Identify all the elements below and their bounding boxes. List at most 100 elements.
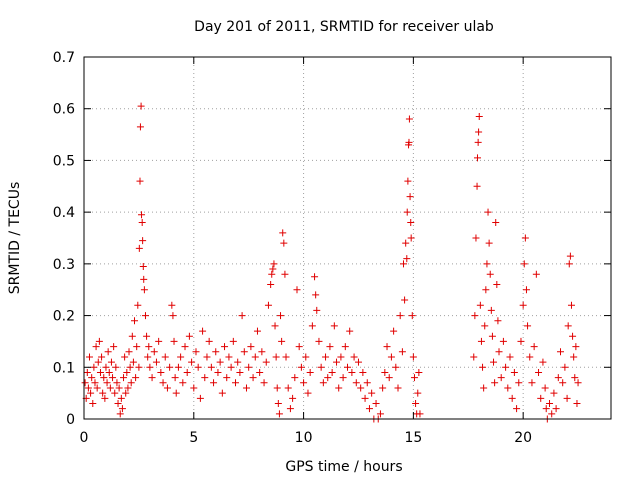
data-point [365, 405, 373, 413]
data-point [308, 322, 316, 330]
data-point [473, 154, 481, 162]
data-point [155, 337, 163, 345]
data-point [161, 353, 169, 361]
data-point [281, 270, 289, 278]
data-point [494, 317, 502, 325]
data-point [111, 389, 119, 397]
data-point [519, 301, 527, 309]
data-point [136, 123, 144, 131]
data-point [282, 353, 290, 361]
x-tick-label: 0 [80, 430, 89, 446]
x-tick-label: 5 [189, 430, 198, 446]
data-point [493, 281, 501, 289]
data-point [508, 394, 516, 402]
data-point [289, 394, 297, 402]
data-point [363, 379, 371, 387]
data-point [550, 389, 558, 397]
data-point [129, 358, 137, 366]
data-point [312, 291, 320, 299]
data-point [398, 348, 406, 356]
data-point [510, 368, 518, 376]
data-point [88, 374, 96, 382]
data-point [117, 394, 125, 402]
data-point [476, 301, 484, 309]
data-point [169, 312, 177, 320]
data-point [221, 343, 229, 351]
data-point [245, 363, 253, 371]
data-point [485, 239, 493, 247]
data-point [278, 337, 286, 345]
data-point [275, 410, 283, 418]
data-point [410, 374, 418, 382]
data-point [556, 348, 564, 356]
data-point [328, 368, 336, 376]
data-point [416, 410, 424, 418]
data-point [376, 410, 384, 418]
data-point [537, 394, 545, 402]
data-point [535, 368, 543, 376]
data-point [279, 229, 287, 237]
data-point [379, 384, 387, 392]
x-tick-label: 10 [295, 430, 313, 446]
data-point [532, 270, 540, 278]
data-point [104, 348, 112, 356]
data-point [317, 363, 325, 371]
data-point [542, 405, 550, 413]
data-point [546, 399, 554, 407]
data-point [488, 332, 496, 340]
data-point [502, 363, 510, 371]
data-point [284, 384, 292, 392]
chart-title: Day 201 of 2011, SRMTID for receiver ula… [194, 19, 494, 35]
data-point [269, 265, 277, 273]
data-point [92, 343, 100, 351]
x-tick-label: 15 [404, 430, 422, 446]
data-point [524, 322, 532, 330]
data-point [192, 348, 200, 356]
data-point [477, 337, 485, 345]
data-point [136, 177, 144, 185]
data-point [415, 368, 423, 376]
data-point [409, 353, 417, 361]
data-point [339, 374, 347, 382]
data-point [571, 374, 579, 382]
data-point [499, 337, 507, 345]
data-point [179, 379, 187, 387]
data-point [475, 112, 483, 120]
data-point [273, 384, 281, 392]
data-point [100, 374, 108, 382]
data-point [139, 237, 147, 245]
data-point [414, 389, 422, 397]
data-point [403, 208, 411, 216]
data-point [93, 384, 101, 392]
data-point [319, 379, 327, 387]
data-point [113, 379, 121, 387]
plot-frame [83, 56, 612, 420]
data-point [115, 384, 123, 392]
data-point [227, 363, 235, 371]
data-point [528, 379, 536, 387]
data-point [267, 281, 275, 289]
data-point [404, 177, 412, 185]
data-point [89, 399, 97, 407]
data-point [112, 363, 120, 371]
data-point [102, 363, 110, 371]
data-point [322, 353, 330, 361]
data-point [95, 337, 103, 345]
data-point [133, 343, 141, 351]
y-tick-labels: 0 0.1 0.2 0.3 0.4 0.5 0.6 0.7 [53, 50, 75, 428]
data-point [481, 322, 489, 330]
data-point [368, 389, 376, 397]
data-point [135, 244, 143, 252]
data-point [570, 353, 578, 361]
data-point [515, 379, 523, 387]
data-point [324, 374, 332, 382]
data-point [359, 368, 367, 376]
data-point [387, 353, 395, 361]
data-point [131, 317, 139, 325]
data-point [530, 343, 538, 351]
data-point [408, 312, 416, 320]
data-point [504, 384, 512, 392]
data-point [163, 384, 171, 392]
data-point [297, 363, 305, 371]
